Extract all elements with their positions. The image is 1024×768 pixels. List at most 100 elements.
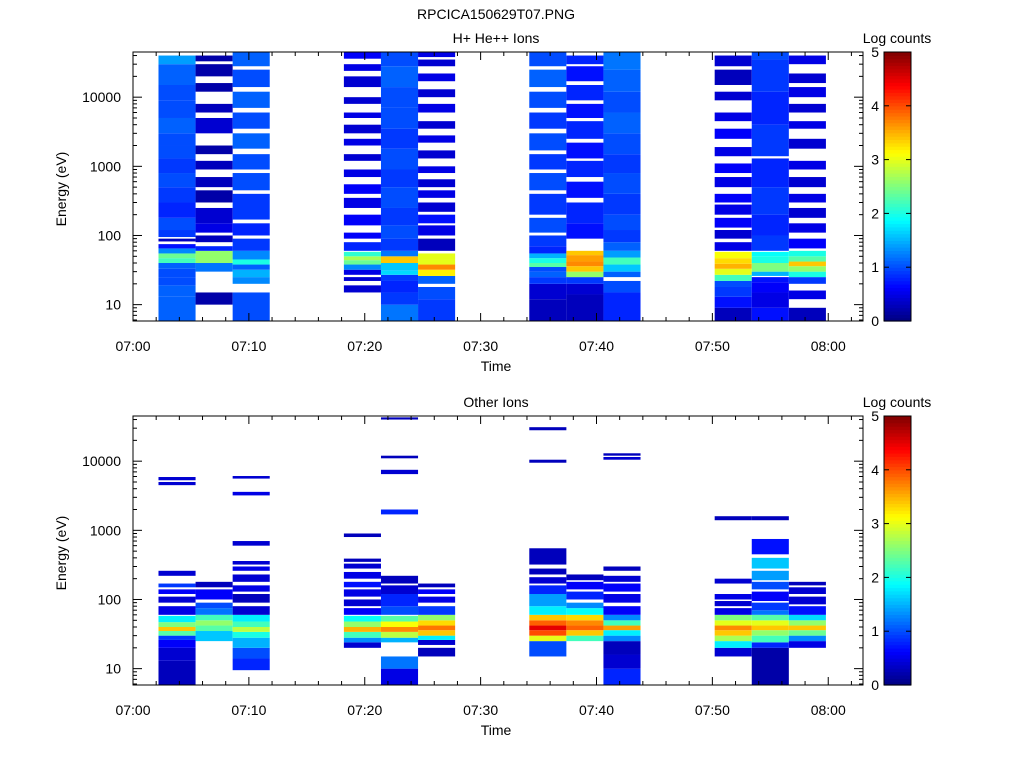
heatmap-cell [714,128,752,139]
heatmap-cell [418,647,456,657]
heatmap-cell [418,606,456,615]
heatmap-cell [751,516,789,521]
heatmap-cell [603,173,641,194]
heatmap-cell [195,223,233,233]
colorbar-segment [884,88,911,93]
panel-title: H+ He++ Ions [453,30,540,46]
panel-other-ions: Other Ions Time Energy (eV) Log counts 0… [53,394,931,738]
heatmap-cell [343,269,381,275]
heatmap-cell [529,606,567,615]
colorbar-tick-label: 5 [871,44,879,60]
colorbar-segment [884,469,911,474]
colorbar-segment [884,570,911,575]
colorbar-segment [884,105,911,110]
colorbar-segment [884,156,911,161]
colorbar-segment [884,125,911,130]
heatmap-cell [195,625,233,632]
heatmap-cell [418,214,456,224]
colorbar-segment [884,617,911,622]
colorbar-segment [884,193,911,198]
heatmap-cells [158,417,826,685]
heatmap-cell [158,635,196,640]
heatmap-cell [343,642,381,648]
heatmap-cell [788,87,826,98]
colorbar-segment [884,614,911,619]
heatmap-cell [195,103,233,113]
heatmap-cell [566,294,604,321]
colorbar-segment [884,300,911,305]
heatmap-cell [232,91,270,108]
x-tick-label: 08:00 [811,702,846,718]
colorbar-segment [884,543,911,548]
colorbar-segment [884,220,911,225]
heatmap-cell [158,477,196,481]
heatmap-cell [603,154,641,174]
heatmap-cell [158,263,196,269]
heatmap-cell [529,459,567,463]
heatmap-cell [195,235,233,243]
heatmap-cell [603,133,641,155]
colorbar-segment [884,590,911,595]
colorbar-segment [884,85,911,90]
heatmap-cell [751,614,789,621]
colorbar-segment [884,129,911,134]
heatmap-cell [343,256,381,261]
heatmap-cell [380,256,419,263]
heatmap-cell [529,614,567,621]
colorbar-segment [884,186,911,191]
heatmap-cell [195,581,233,588]
colorbar-frame [883,415,912,686]
heatmap-cell [788,614,826,621]
heatmap-cell [380,238,419,251]
heatmap-cell [418,202,456,212]
heatmap-cell [751,557,789,569]
colorbar-segment [884,62,911,67]
heatmap-cell [529,548,567,565]
heatmap-cell [195,145,233,155]
heatmap-cell [788,73,826,84]
heatmap-cell [418,269,456,276]
heatmap-cell [195,190,233,203]
colorbar-segment [884,149,911,154]
heatmap-cell [751,271,789,276]
heatmap-cell [232,133,270,149]
heatmap-cell [158,639,196,648]
x-axis-label: Time [481,722,512,738]
heatmap-cell [158,627,196,632]
colorbar-segment [884,314,911,319]
colorbar-segment [884,516,911,521]
heatmap-cell [380,107,419,129]
heatmap-cell [380,87,419,108]
heatmap-cell [603,641,641,655]
colorbar-segment [884,139,911,144]
heatmap-cell [529,635,567,642]
colorbar-segment [884,263,911,268]
heatmap-cell [788,138,826,149]
heatmap-cell [788,277,826,284]
colorbar-segment [884,674,911,679]
heatmap-cell [566,635,604,642]
heatmap-cell [529,217,567,233]
heatmap-cell [714,163,752,174]
heatmap-cell [751,124,789,157]
colorbar-segment [884,577,911,582]
heatmap-cell [788,307,826,321]
colorbar-segment [884,213,911,218]
heatmap-cell [714,635,752,642]
heatmap-cell [603,91,641,113]
heatmap-cell [751,214,789,236]
heatmap-cell [751,256,789,263]
heatmap-cell [529,154,567,170]
colorbar-segment [884,459,911,464]
heatmap-cell [714,307,752,321]
colorbar-tick-label: 1 [871,623,879,639]
heatmap-cell [418,103,456,113]
heatmap-cell [788,620,826,626]
colorbar: 0 1 2 3 4 5 [871,44,912,329]
colorbar-label: Log counts [863,394,932,410]
heatmap-cell [232,250,270,260]
heatmap-cell [714,230,752,239]
heatmap-cell [566,283,604,295]
heatmap-cell [714,147,752,157]
heatmap-cell [418,59,456,67]
